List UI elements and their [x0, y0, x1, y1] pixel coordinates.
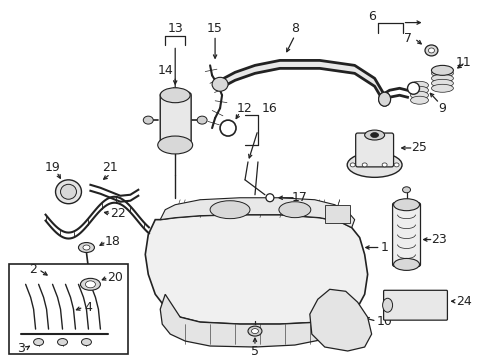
Text: 13: 13 [167, 22, 183, 35]
Text: 18: 18 [104, 235, 120, 248]
Ellipse shape [210, 201, 249, 219]
Text: 9: 9 [438, 102, 446, 115]
Text: 12: 12 [237, 102, 252, 115]
Ellipse shape [393, 258, 419, 270]
Ellipse shape [251, 329, 258, 334]
FancyBboxPatch shape [9, 265, 128, 354]
Ellipse shape [197, 116, 207, 124]
Ellipse shape [410, 81, 427, 89]
Ellipse shape [143, 116, 153, 124]
Text: 21: 21 [102, 161, 118, 174]
Text: 6: 6 [367, 10, 375, 23]
Text: 4: 4 [84, 301, 92, 314]
Ellipse shape [85, 281, 95, 288]
Polygon shape [309, 289, 371, 351]
Text: 22: 22 [110, 207, 126, 220]
Ellipse shape [158, 136, 192, 154]
Text: 19: 19 [44, 161, 61, 174]
FancyBboxPatch shape [324, 205, 349, 222]
Ellipse shape [61, 184, 76, 199]
Ellipse shape [370, 132, 378, 138]
Ellipse shape [81, 278, 100, 290]
Ellipse shape [430, 66, 452, 75]
Text: 5: 5 [250, 345, 259, 357]
Ellipse shape [378, 92, 390, 106]
Ellipse shape [430, 74, 452, 82]
Ellipse shape [427, 48, 433, 53]
Ellipse shape [58, 338, 67, 346]
FancyBboxPatch shape [383, 290, 447, 320]
Ellipse shape [382, 298, 392, 312]
Ellipse shape [430, 79, 452, 87]
Text: 10: 10 [376, 315, 392, 328]
Text: 23: 23 [431, 233, 447, 246]
Ellipse shape [78, 243, 94, 252]
Text: 16: 16 [262, 102, 277, 115]
Ellipse shape [247, 326, 262, 336]
Ellipse shape [410, 91, 427, 99]
FancyBboxPatch shape [355, 133, 393, 167]
Ellipse shape [430, 69, 452, 77]
Ellipse shape [393, 163, 398, 167]
Ellipse shape [349, 163, 354, 167]
Ellipse shape [362, 163, 366, 167]
Ellipse shape [378, 92, 390, 106]
Ellipse shape [346, 153, 401, 177]
Text: 20: 20 [107, 271, 123, 284]
Polygon shape [160, 198, 354, 228]
Ellipse shape [160, 88, 190, 103]
Ellipse shape [265, 194, 273, 202]
Polygon shape [160, 294, 347, 347]
Text: 15: 15 [207, 22, 223, 35]
Ellipse shape [402, 187, 410, 193]
Ellipse shape [430, 84, 452, 92]
Ellipse shape [410, 86, 427, 94]
Ellipse shape [220, 120, 236, 136]
Text: 24: 24 [456, 295, 471, 308]
Text: 1: 1 [380, 241, 388, 254]
Ellipse shape [83, 245, 90, 250]
Ellipse shape [212, 77, 227, 91]
Ellipse shape [393, 199, 419, 211]
Ellipse shape [364, 130, 384, 140]
Text: 25: 25 [411, 141, 427, 154]
Text: 2: 2 [29, 263, 37, 276]
Ellipse shape [424, 45, 437, 56]
Text: 14: 14 [157, 64, 173, 77]
Text: 3: 3 [17, 342, 24, 355]
Text: 11: 11 [455, 56, 470, 69]
Polygon shape [145, 215, 367, 324]
FancyBboxPatch shape [160, 92, 191, 148]
FancyBboxPatch shape [392, 203, 420, 266]
Ellipse shape [407, 82, 419, 94]
Text: 7: 7 [403, 32, 411, 45]
Text: 8: 8 [290, 22, 298, 35]
Ellipse shape [56, 180, 81, 204]
Ellipse shape [381, 163, 386, 167]
Ellipse shape [278, 202, 310, 218]
Ellipse shape [410, 96, 427, 104]
Ellipse shape [34, 338, 43, 346]
Text: 17: 17 [291, 191, 307, 204]
Ellipse shape [81, 338, 91, 346]
